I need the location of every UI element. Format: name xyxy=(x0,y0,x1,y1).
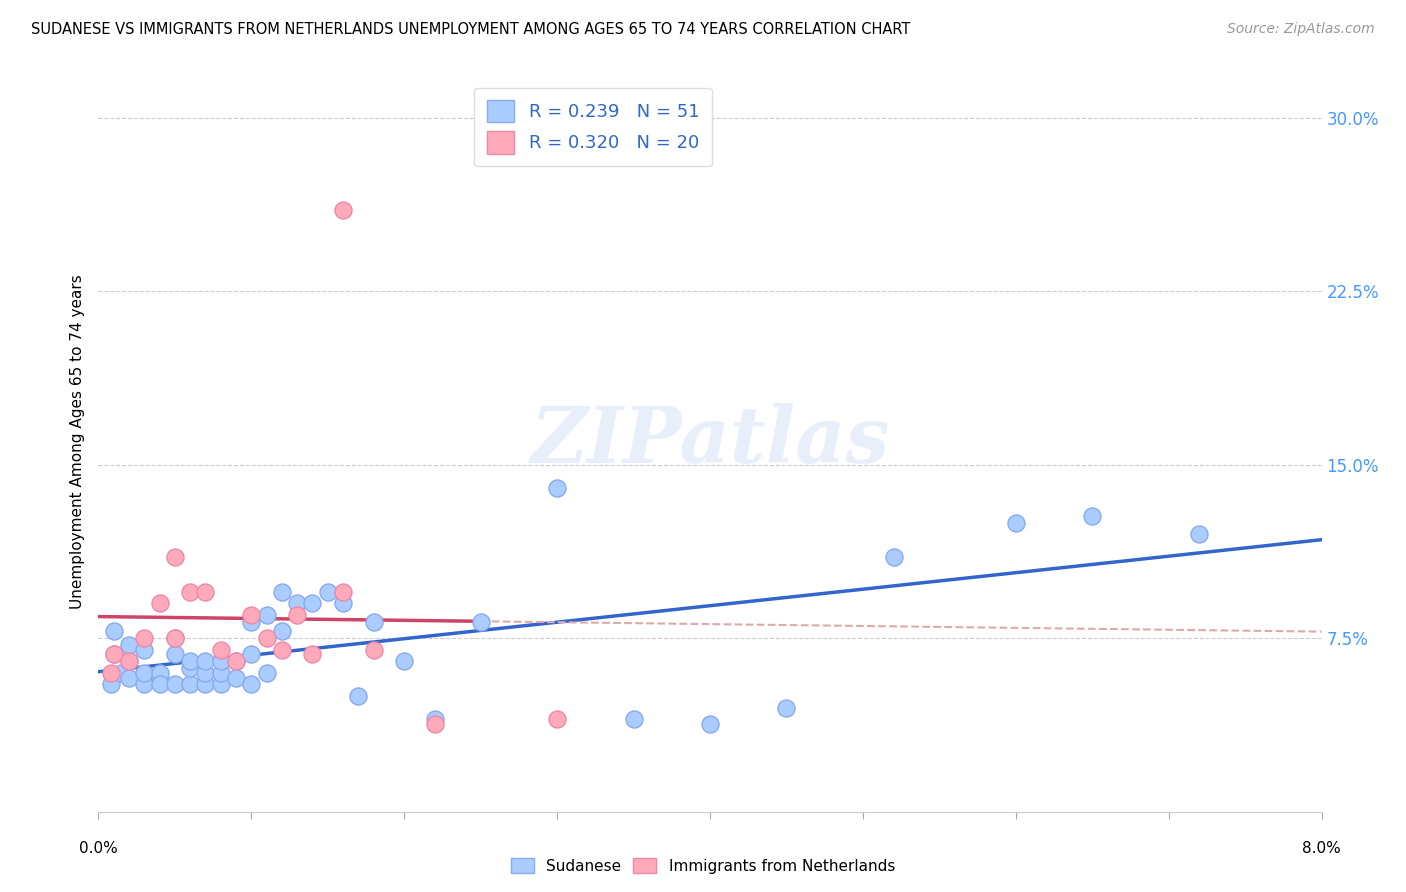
Point xyxy=(301,597,323,611)
Point xyxy=(194,654,217,668)
Point xyxy=(100,677,122,691)
Point xyxy=(225,654,247,668)
Point xyxy=(256,665,278,680)
Text: 0.0%: 0.0% xyxy=(79,841,118,856)
Point xyxy=(118,671,141,685)
Point xyxy=(270,642,294,657)
Point xyxy=(225,671,247,685)
Text: SUDANESE VS IMMIGRANTS FROM NETHERLANDS UNEMPLOYMENT AMONG AGES 65 TO 74 YEARS C: SUDANESE VS IMMIGRANTS FROM NETHERLANDS … xyxy=(31,22,910,37)
Point xyxy=(209,642,232,657)
Point xyxy=(270,585,294,599)
Point xyxy=(423,712,446,726)
Point xyxy=(240,608,263,623)
Point xyxy=(285,608,308,623)
Point xyxy=(883,550,905,565)
Point xyxy=(163,631,186,645)
Y-axis label: Unemployment Among Ages 65 to 74 years: Unemployment Among Ages 65 to 74 years xyxy=(69,274,84,609)
Point xyxy=(194,585,217,599)
Point xyxy=(316,585,339,599)
Point xyxy=(134,642,156,657)
Point xyxy=(363,642,385,657)
Point xyxy=(134,665,156,680)
Point xyxy=(775,700,797,714)
Point xyxy=(332,585,354,599)
Point xyxy=(363,615,385,629)
Point xyxy=(392,654,416,668)
Point xyxy=(194,677,217,691)
Point xyxy=(103,624,125,639)
Point xyxy=(163,550,186,565)
Point xyxy=(194,665,217,680)
Point xyxy=(209,654,232,668)
Text: ZIPatlas: ZIPatlas xyxy=(530,403,890,480)
Point xyxy=(546,712,568,726)
Point xyxy=(134,631,156,645)
Legend: R = 0.239   N = 51, R = 0.320   N = 20: R = 0.239 N = 51, R = 0.320 N = 20 xyxy=(474,87,711,166)
Point xyxy=(149,597,172,611)
Point xyxy=(118,638,141,652)
Point xyxy=(225,654,247,668)
Point xyxy=(149,677,172,691)
Point xyxy=(209,665,232,680)
Point xyxy=(347,689,370,703)
Point xyxy=(149,665,172,680)
Point xyxy=(285,597,308,611)
Point xyxy=(100,665,122,680)
Point xyxy=(110,665,132,680)
Point xyxy=(163,677,186,691)
Point xyxy=(163,631,186,645)
Legend: Sudanese, Immigrants from Netherlands: Sudanese, Immigrants from Netherlands xyxy=(505,852,901,880)
Point xyxy=(103,648,125,662)
Point xyxy=(163,648,186,662)
Point xyxy=(1004,516,1026,530)
Point xyxy=(699,716,721,731)
Point xyxy=(1188,527,1211,541)
Point xyxy=(423,716,446,731)
Point xyxy=(546,481,568,495)
Point xyxy=(240,615,263,629)
Point xyxy=(134,677,156,691)
Point xyxy=(332,203,354,218)
Point xyxy=(118,654,141,668)
Point xyxy=(256,631,278,645)
Point xyxy=(1081,508,1104,523)
Point xyxy=(179,661,201,675)
Point xyxy=(103,648,125,662)
Point xyxy=(623,712,645,726)
Text: Source: ZipAtlas.com: Source: ZipAtlas.com xyxy=(1227,22,1375,37)
Point xyxy=(209,677,232,691)
Point xyxy=(179,654,201,668)
Point xyxy=(179,585,201,599)
Point xyxy=(118,654,141,668)
Point xyxy=(332,597,354,611)
Point xyxy=(470,615,492,629)
Point xyxy=(240,677,263,691)
Point xyxy=(240,648,263,662)
Point xyxy=(179,677,201,691)
Point xyxy=(270,624,294,639)
Text: 8.0%: 8.0% xyxy=(1302,841,1341,856)
Point xyxy=(149,671,172,685)
Point xyxy=(301,648,323,662)
Point xyxy=(256,608,278,623)
